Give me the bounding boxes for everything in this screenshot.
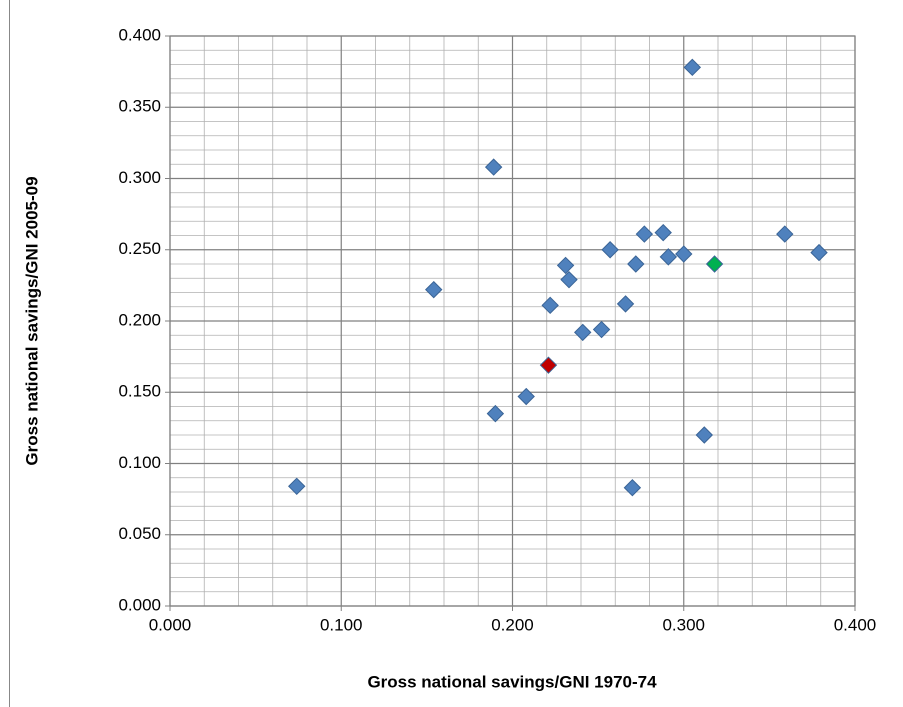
- point: [288, 477, 306, 496]
- point: [425, 280, 443, 299]
- point: [695, 426, 714, 444]
- y-tick-label: 0.350: [118, 97, 161, 116]
- point: [486, 404, 505, 423]
- x-tick-label: 0.000: [149, 615, 192, 634]
- point: [484, 158, 503, 176]
- point: [705, 255, 724, 273]
- point: [556, 256, 575, 275]
- point: [541, 296, 559, 315]
- y-tick-label: 0.100: [118, 453, 161, 472]
- y-tick-label: 0.400: [118, 25, 161, 44]
- point: [560, 270, 578, 289]
- point: [776, 225, 794, 243]
- point: [659, 248, 678, 266]
- point: [539, 356, 558, 374]
- y-tick-label: 0.000: [118, 595, 161, 614]
- x-tick-label: 0.400: [834, 615, 877, 634]
- y-tick-label: 0.200: [118, 310, 161, 329]
- y-tick-label: 0.050: [118, 524, 161, 543]
- point: [675, 245, 693, 263]
- point: [574, 323, 592, 342]
- point: [592, 320, 611, 339]
- point: [654, 223, 672, 242]
- point: [635, 225, 654, 243]
- point: [517, 387, 535, 406]
- y-tick-label: 0.300: [118, 168, 161, 187]
- x-tick-label: 0.100: [320, 615, 363, 634]
- x-tick-label: 0.200: [491, 615, 534, 634]
- plot-frame: [169, 35, 856, 607]
- y-axis-title: Gross national savings/GNI 2005-09: [22, 176, 41, 465]
- point: [810, 243, 828, 262]
- point: [623, 479, 642, 497]
- y-tick-label: 0.150: [118, 382, 161, 401]
- point: [616, 295, 635, 313]
- y-tick-label: 0.250: [118, 239, 161, 258]
- point: [627, 255, 645, 273]
- point: [601, 241, 619, 259]
- x-tick-label: 0.300: [662, 615, 705, 634]
- point: [683, 58, 702, 77]
- x-axis-title: Gross national savings/GNI 1970-74: [367, 672, 657, 691]
